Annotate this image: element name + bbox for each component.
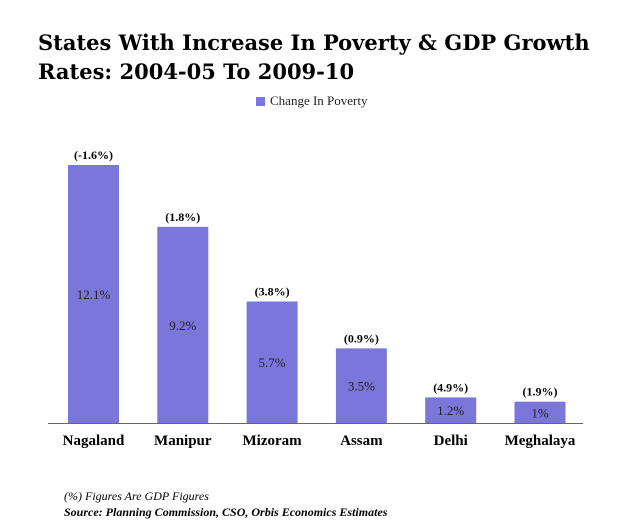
- bar-meghalaya: [514, 401, 566, 423]
- gdp-annotation: (0.9%): [344, 331, 379, 345]
- gdp-annotation: (1.9%): [523, 385, 558, 399]
- bar-manipur: [157, 226, 209, 423]
- category-label: Manipur: [154, 433, 212, 449]
- value-label: 1%: [531, 405, 549, 420]
- category-label: Meghalaya: [505, 433, 576, 449]
- category-label: Nagaland: [63, 433, 125, 449]
- value-label: 9.2%: [169, 318, 196, 333]
- bar-delhi: [425, 397, 477, 423]
- legend-label: Change In Poverty: [270, 93, 368, 108]
- chart-title: States With Increase In Poverty & GDP Gr…: [38, 30, 590, 84]
- bar-mizoram: [246, 301, 298, 423]
- source-note: Source: Planning Commission, CSO, Orbis …: [64, 505, 388, 519]
- gdp-annotation: (3.8%): [255, 284, 290, 298]
- legend-swatch: [256, 96, 265, 106]
- gdp-annotation: (4.9%): [433, 380, 468, 394]
- value-label: 3.5%: [348, 379, 375, 394]
- category-label: Mizoram: [243, 433, 303, 449]
- gdp-annotation: (-1.6%): [74, 148, 113, 162]
- gdp-annotation: (1.8%): [165, 210, 200, 224]
- value-label: 5.7%: [259, 355, 286, 370]
- gdp-note: (%) Figures Are GDP Figures: [64, 489, 209, 503]
- value-label: 1.2%: [437, 403, 464, 418]
- bar-nagaland: [68, 165, 119, 423]
- legend: Change In Poverty: [256, 93, 367, 109]
- category-label: Assam: [340, 433, 383, 449]
- category-label: Delhi: [434, 433, 468, 449]
- value-label: 12.1%: [77, 287, 111, 302]
- bar-assam: [335, 348, 387, 423]
